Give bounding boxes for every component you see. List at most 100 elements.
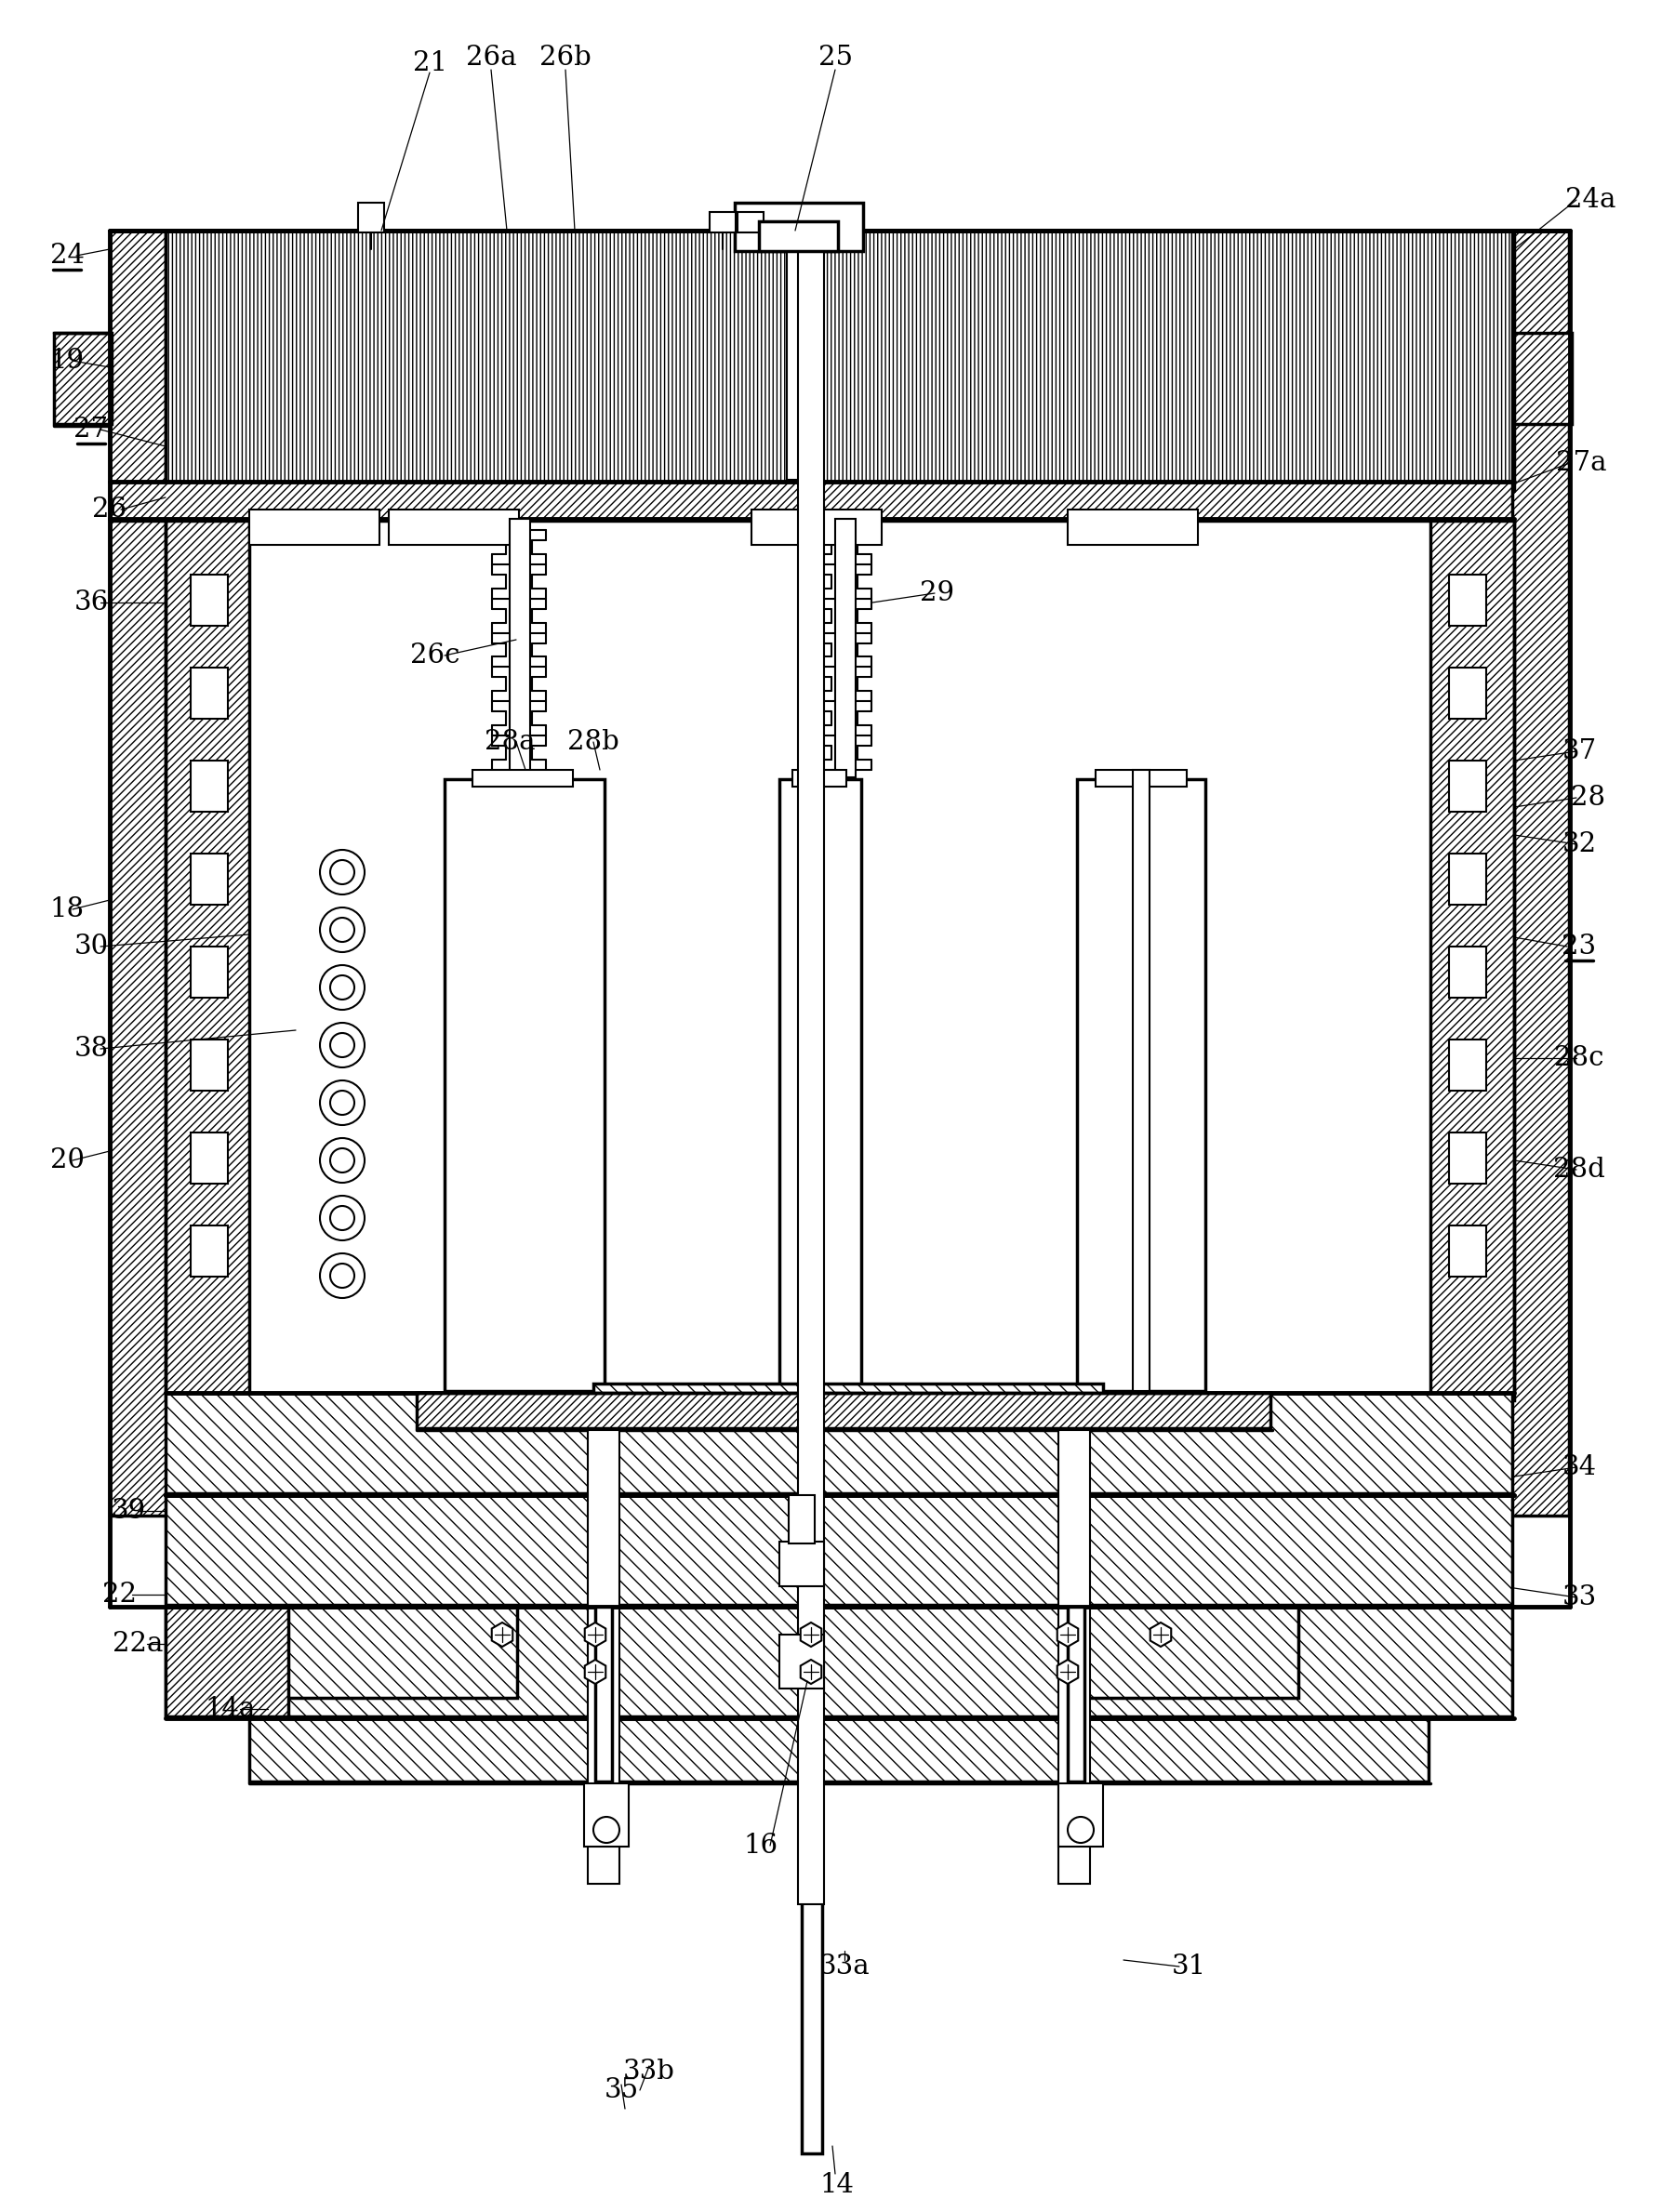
Circle shape	[330, 1263, 355, 1287]
Bar	[166, 1394, 1513, 1493]
Text: 33b: 33b	[623, 2059, 675, 2084]
Bar	[191, 947, 228, 998]
Circle shape	[330, 1148, 355, 1172]
Bar	[191, 854, 228, 905]
Circle shape	[320, 1197, 365, 1241]
Text: 26c: 26c	[410, 641, 461, 668]
Bar	[250, 509, 380, 544]
Bar	[286, 1606, 518, 1699]
Bar	[836, 520, 856, 776]
Text: 27: 27	[74, 416, 109, 442]
Text: 37: 37	[1561, 739, 1596, 765]
Bar	[781, 781, 859, 1389]
Bar	[191, 761, 228, 812]
Bar	[797, 250, 824, 1905]
Text: 28a: 28a	[484, 730, 534, 754]
Polygon shape	[1057, 1659, 1079, 1683]
Bar	[166, 1606, 288, 1717]
Text: 28b: 28b	[568, 730, 620, 754]
Polygon shape	[585, 1624, 606, 1646]
Circle shape	[320, 907, 365, 951]
Bar	[250, 1719, 1429, 1781]
Bar	[1449, 1133, 1486, 1183]
Bar	[1511, 230, 1569, 1515]
Bar	[1079, 781, 1203, 1389]
Bar	[1449, 761, 1486, 812]
Text: 26a: 26a	[466, 44, 516, 71]
Bar	[509, 520, 529, 776]
Bar	[1132, 770, 1149, 1391]
Bar	[737, 212, 764, 232]
Polygon shape	[801, 1659, 821, 1683]
Bar	[1514, 332, 1571, 425]
Circle shape	[320, 1254, 365, 1298]
Bar	[389, 509, 519, 544]
Text: 24a: 24a	[1564, 186, 1616, 212]
Circle shape	[320, 1022, 365, 1068]
Circle shape	[320, 964, 365, 1009]
Circle shape	[1067, 1816, 1094, 1843]
Bar	[111, 482, 1513, 520]
Text: 33a: 33a	[819, 1953, 869, 1980]
Bar	[595, 1606, 611, 1781]
Text: 28: 28	[1571, 785, 1606, 812]
Text: 24: 24	[50, 243, 84, 268]
Text: 32: 32	[1563, 832, 1596, 858]
Bar	[585, 1783, 628, 1847]
Bar	[444, 779, 605, 1391]
Circle shape	[320, 1139, 365, 1183]
Text: 20: 20	[50, 1148, 84, 1172]
Bar	[710, 212, 735, 232]
Text: 35: 35	[605, 2077, 638, 2104]
Circle shape	[330, 918, 355, 942]
Bar	[472, 770, 573, 787]
Text: 18: 18	[50, 896, 84, 922]
Polygon shape	[1057, 1624, 1079, 1646]
Bar	[792, 770, 846, 787]
Text: 26b: 26b	[539, 44, 591, 71]
Text: 22: 22	[102, 1582, 136, 1608]
Text: 28d: 28d	[1553, 1157, 1605, 1183]
Text: 29: 29	[920, 580, 955, 606]
Bar	[1067, 1606, 1084, 1781]
Bar	[54, 332, 112, 425]
Bar	[1449, 668, 1486, 719]
Bar	[593, 1382, 1104, 1416]
Bar	[779, 779, 861, 1391]
Bar	[1449, 1040, 1486, 1091]
Bar	[358, 204, 384, 232]
Circle shape	[330, 1091, 355, 1115]
Bar	[111, 230, 168, 1515]
Bar	[1067, 1606, 1298, 1699]
Bar	[1095, 770, 1186, 787]
Bar	[166, 1495, 1513, 1606]
Bar	[1449, 1225, 1486, 1276]
Polygon shape	[585, 1659, 606, 1683]
Bar	[1430, 520, 1514, 1400]
Circle shape	[320, 1079, 365, 1126]
Circle shape	[330, 1206, 355, 1230]
Text: 27a: 27a	[1556, 449, 1606, 476]
Bar	[166, 520, 250, 1400]
Bar	[1059, 1429, 1090, 1885]
Bar	[447, 781, 603, 1389]
Text: 31: 31	[1171, 1953, 1206, 1980]
Circle shape	[330, 975, 355, 1000]
Text: 25: 25	[817, 44, 853, 71]
Text: 14a: 14a	[206, 1697, 256, 1721]
Text: 19: 19	[50, 347, 84, 374]
Text: 23: 23	[1563, 933, 1596, 960]
Bar	[789, 1495, 814, 1544]
Bar	[752, 509, 881, 544]
Text: 21: 21	[412, 51, 447, 75]
Text: 34: 34	[1563, 1453, 1596, 1480]
Polygon shape	[492, 1624, 513, 1646]
Text: 36: 36	[74, 588, 109, 615]
Bar	[759, 221, 838, 250]
Bar	[166, 1606, 1513, 1717]
Text: 16: 16	[744, 1832, 777, 1858]
Text: 33: 33	[1561, 1584, 1596, 1610]
Bar	[735, 204, 863, 250]
Bar	[191, 1225, 228, 1276]
Bar	[779, 1635, 824, 1688]
